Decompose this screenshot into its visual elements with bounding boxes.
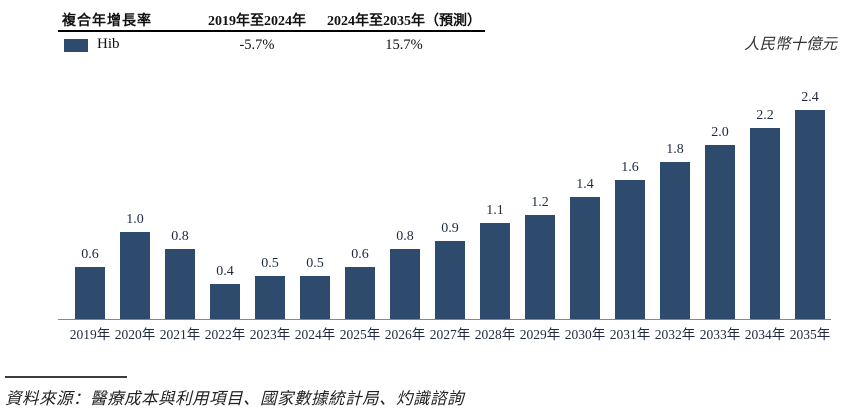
bar-2020年: 1.0 <box>120 212 150 319</box>
cagr-column-header-2019-2024: 2019年至2024年 <box>208 14 306 29</box>
x-tick-label: 2035年 <box>789 327 831 342</box>
bar-2021年: 0.8 <box>165 229 195 319</box>
table-header-rule <box>58 30 485 32</box>
cagr-column-header-2024-2035: 2024年至2035年（預測） <box>327 14 481 29</box>
cagr-value-2024-2035: 15.7% <box>385 37 423 53</box>
plot-area: 0.6 1.0 0.8 0.4 0.5 0.5 0.6 0.8 0.9 1.1 1.2 1.4 1.6 1… <box>58 90 831 320</box>
cagr-table-title: 複合年增長率 <box>62 12 152 28</box>
x-tick-label: 2022年 <box>204 327 246 342</box>
bar-value-label: 0.5 <box>261 255 279 271</box>
bar-value-label: 0.8 <box>396 229 414 245</box>
bar-value-label: 1.6 <box>621 159 639 175</box>
bar-2032年: 1.8 <box>660 142 690 319</box>
x-tick-label: 2023年 <box>249 327 291 342</box>
bar-2026年: 0.8 <box>390 229 420 319</box>
x-tick-label: 2021年 <box>159 327 201 342</box>
legend-label-hib: Hib <box>97 36 120 52</box>
cagr-value-2019-2024: -5.7% <box>239 37 275 53</box>
bar-2024年: 0.5 <box>300 256 330 319</box>
legend-swatch-hib <box>64 39 88 52</box>
bar-2031年: 1.6 <box>615 160 645 319</box>
bar-2030年: 1.4 <box>570 177 600 319</box>
bar-value-label: 2.2 <box>756 107 774 123</box>
bar-value-label: 1.4 <box>576 177 594 193</box>
x-tick-label: 2026年 <box>384 327 426 342</box>
bar-2022年: 0.4 <box>210 264 240 319</box>
x-tick-label: 2032年 <box>654 327 696 342</box>
source-footnote-rule <box>5 376 127 378</box>
bar-value-label: 2.0 <box>711 125 729 140</box>
bar-value-label: 2.4 <box>801 90 819 106</box>
y-axis-unit-label: 人民幣十億元 <box>743 36 837 53</box>
x-tick-label: 2024年 <box>294 327 336 342</box>
x-tick-label: 2031年 <box>609 327 651 342</box>
bar-value-label: 1.2 <box>531 194 549 210</box>
x-tick-label: 2028年 <box>474 327 516 342</box>
bar-2023年: 0.5 <box>255 256 285 319</box>
bar-value-label: 0.6 <box>81 246 99 262</box>
bar-2029年: 1.2 <box>525 195 555 319</box>
x-tick-label: 2033年 <box>699 327 741 342</box>
bar-2035年: 2.4 <box>795 90 825 319</box>
x-axis-tick-labels: 2019年 2020年 2021年 2022年 2023年 2024年 2025年 2026年… <box>58 323 831 342</box>
bar-value-label: 0.4 <box>216 264 234 280</box>
x-tick-label: 2027年 <box>429 327 471 342</box>
bar-2033年: 2.0 <box>705 125 735 319</box>
bar-2025年: 0.6 <box>345 247 375 319</box>
bar-2028年: 1.1 <box>480 203 510 319</box>
source-note: 資料來源：醫療成本與利用項目、國家數據統計局、灼識諮詢 <box>5 389 464 408</box>
x-axis-line <box>58 318 831 320</box>
bar-2019年: 0.6 <box>75 247 105 319</box>
bar-value-label: 0.6 <box>351 246 369 262</box>
x-tick-label: 2030年 <box>564 327 606 342</box>
x-tick-label: 2029年 <box>519 327 561 342</box>
bar-value-label: 0.8 <box>171 229 189 245</box>
bar-value-label: 1.1 <box>486 203 504 219</box>
bar-value-label: 0.9 <box>441 220 459 236</box>
x-tick-label: 2019年 <box>69 327 111 342</box>
bar-2034年: 2.2 <box>750 108 780 319</box>
x-tick-label: 2025年 <box>339 327 381 342</box>
bar-value-label: 1.8 <box>666 142 684 158</box>
bar-value-label: 0.5 <box>306 255 324 271</box>
bar-2027年: 0.9 <box>435 221 465 319</box>
x-tick-label: 2020年 <box>114 327 156 342</box>
bar-value-label: 1.0 <box>126 212 144 227</box>
x-tick-label: 2034年 <box>744 327 786 342</box>
